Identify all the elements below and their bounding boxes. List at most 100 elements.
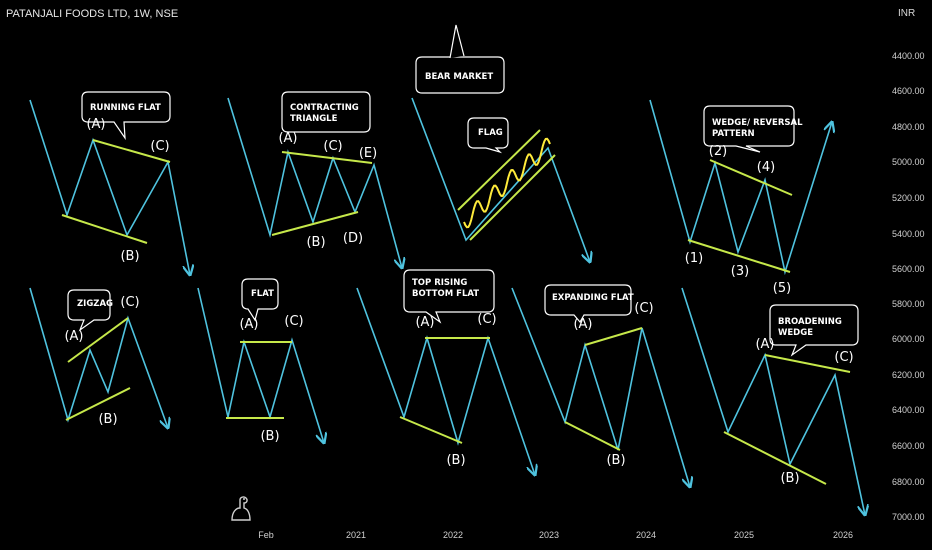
y-tick-label: 6800.00 bbox=[892, 477, 925, 487]
wave-label: (C) bbox=[284, 314, 303, 329]
callout-label: EXPANDING FLAT bbox=[552, 293, 634, 303]
wave-path bbox=[681, 287, 865, 515]
trend-line bbox=[564, 421, 621, 451]
wave-path bbox=[356, 287, 535, 475]
chart-title: PATANJALI FOODS LTD, 1W, NSE bbox=[6, 8, 179, 20]
flag-wave bbox=[463, 137, 551, 229]
wave-label: (A) bbox=[415, 315, 434, 330]
wave-path bbox=[29, 99, 190, 275]
wave-path bbox=[511, 287, 690, 487]
x-tick-label: 2022 bbox=[442, 530, 464, 540]
y-tick-label: 6600.00 bbox=[892, 441, 925, 451]
callout-box bbox=[703, 105, 795, 153]
wave-label: (3) bbox=[731, 264, 749, 279]
wave-label: (B) bbox=[446, 453, 465, 468]
wave-label: (B) bbox=[98, 412, 117, 427]
callout-box bbox=[544, 284, 632, 324]
callout-label: BOTTOM FLAT bbox=[412, 289, 479, 299]
wave-label: (C) bbox=[634, 301, 653, 316]
y-tick-label: 7000.00 bbox=[892, 512, 925, 522]
wave-label: (B) bbox=[260, 429, 279, 444]
callout-label: BEAR MARKET bbox=[425, 72, 493, 82]
trend-line bbox=[281, 151, 373, 164]
wave-label: (B) bbox=[306, 235, 325, 250]
callout-box bbox=[241, 278, 279, 322]
trend-line bbox=[687, 239, 791, 273]
callout-label: TRIANGLE bbox=[290, 114, 338, 124]
y-tick-label: 5800.00 bbox=[892, 299, 925, 309]
callout-label: BROADENING bbox=[778, 317, 842, 327]
x-tick-label: 2026 bbox=[832, 530, 854, 540]
wave-label: (C) bbox=[834, 350, 853, 365]
callout-box bbox=[403, 269, 495, 324]
y-tick-label: 5400.00 bbox=[892, 229, 925, 239]
callout-box bbox=[467, 117, 509, 154]
wave-label: (A) bbox=[86, 117, 105, 132]
trend-line bbox=[271, 211, 359, 236]
wave-path bbox=[227, 97, 402, 268]
wave-label: (5) bbox=[773, 281, 791, 296]
y-tick-label: 4600.00 bbox=[892, 86, 925, 96]
wave-label: (A) bbox=[278, 131, 297, 146]
wave-label: (D) bbox=[343, 231, 363, 246]
tradingview-logo-icon bbox=[228, 494, 254, 527]
trend-line bbox=[723, 431, 827, 485]
wave-path bbox=[649, 99, 832, 276]
y-tick-label: 5000.00 bbox=[892, 157, 925, 167]
y-tick-label: 4800.00 bbox=[892, 122, 925, 132]
chart-canvas: RUNNING FLAT (A) (B) (C) CONTRACTINGTRIANGLE… bbox=[29, 24, 888, 522]
trend-line bbox=[584, 327, 643, 346]
wave-label: (B) bbox=[120, 249, 139, 264]
y-tick-label: 4400.00 bbox=[892, 51, 925, 61]
wave-label: (1) bbox=[685, 251, 703, 266]
wave-path bbox=[411, 97, 590, 262]
wave-label: (4) bbox=[757, 160, 775, 175]
trend-line bbox=[92, 139, 171, 163]
callout-label: PATTERN bbox=[712, 129, 755, 139]
callout-box bbox=[81, 91, 171, 141]
x-tick-label: 2024 bbox=[635, 530, 657, 540]
callout-box bbox=[67, 289, 111, 332]
x-tick-label: Feb bbox=[258, 530, 274, 540]
callout-label: RUNNING FLAT bbox=[90, 103, 161, 113]
callout-box bbox=[769, 304, 859, 357]
x-tick-label: 2021 bbox=[345, 530, 367, 540]
trend-line bbox=[764, 354, 851, 373]
y-tick-label: 6400.00 bbox=[892, 405, 925, 415]
y-tick-label: 5200.00 bbox=[892, 193, 925, 203]
wave-label: (C) bbox=[120, 295, 139, 310]
x-tick-label: 2023 bbox=[538, 530, 560, 540]
wave-label: (C) bbox=[150, 139, 169, 154]
wave-label: (2) bbox=[709, 144, 727, 159]
trend-line bbox=[67, 317, 129, 363]
callout-box bbox=[415, 56, 505, 94]
wave-label: (A) bbox=[64, 329, 83, 344]
flag-channel-bottom bbox=[469, 154, 556, 241]
callout-label: FLAT bbox=[251, 289, 274, 299]
wave-label: (C) bbox=[323, 139, 342, 154]
callout-label: WEDGE bbox=[778, 328, 813, 338]
flag-channel-top bbox=[457, 129, 541, 211]
wave-label: (B) bbox=[606, 453, 625, 468]
callout-label: CONTRACTING bbox=[290, 103, 359, 113]
x-tick-label: 2025 bbox=[733, 530, 755, 540]
callout-label: FLAG bbox=[478, 128, 503, 138]
wave-path bbox=[29, 287, 168, 428]
wave-label: (A) bbox=[239, 317, 258, 332]
callout-label: TOP RISING bbox=[412, 278, 467, 288]
trend-line bbox=[65, 387, 131, 421]
wave-path bbox=[197, 287, 324, 443]
trend-line bbox=[399, 416, 463, 444]
wave-label: (B) bbox=[780, 471, 799, 486]
wave-label: (C) bbox=[477, 312, 496, 327]
trend-line bbox=[61, 214, 148, 244]
callout-tip bbox=[449, 24, 465, 59]
y-tick-label: 6000.00 bbox=[892, 334, 925, 344]
wave-label: (E) bbox=[359, 146, 377, 161]
callout-box bbox=[281, 91, 371, 133]
callout-label: WEDGE/ REVERSAL bbox=[712, 118, 803, 128]
wave-label: (A) bbox=[755, 337, 774, 352]
y-tick-label: 5600.00 bbox=[892, 264, 925, 274]
currency-label: INR bbox=[898, 8, 916, 19]
trend-line bbox=[709, 159, 793, 196]
